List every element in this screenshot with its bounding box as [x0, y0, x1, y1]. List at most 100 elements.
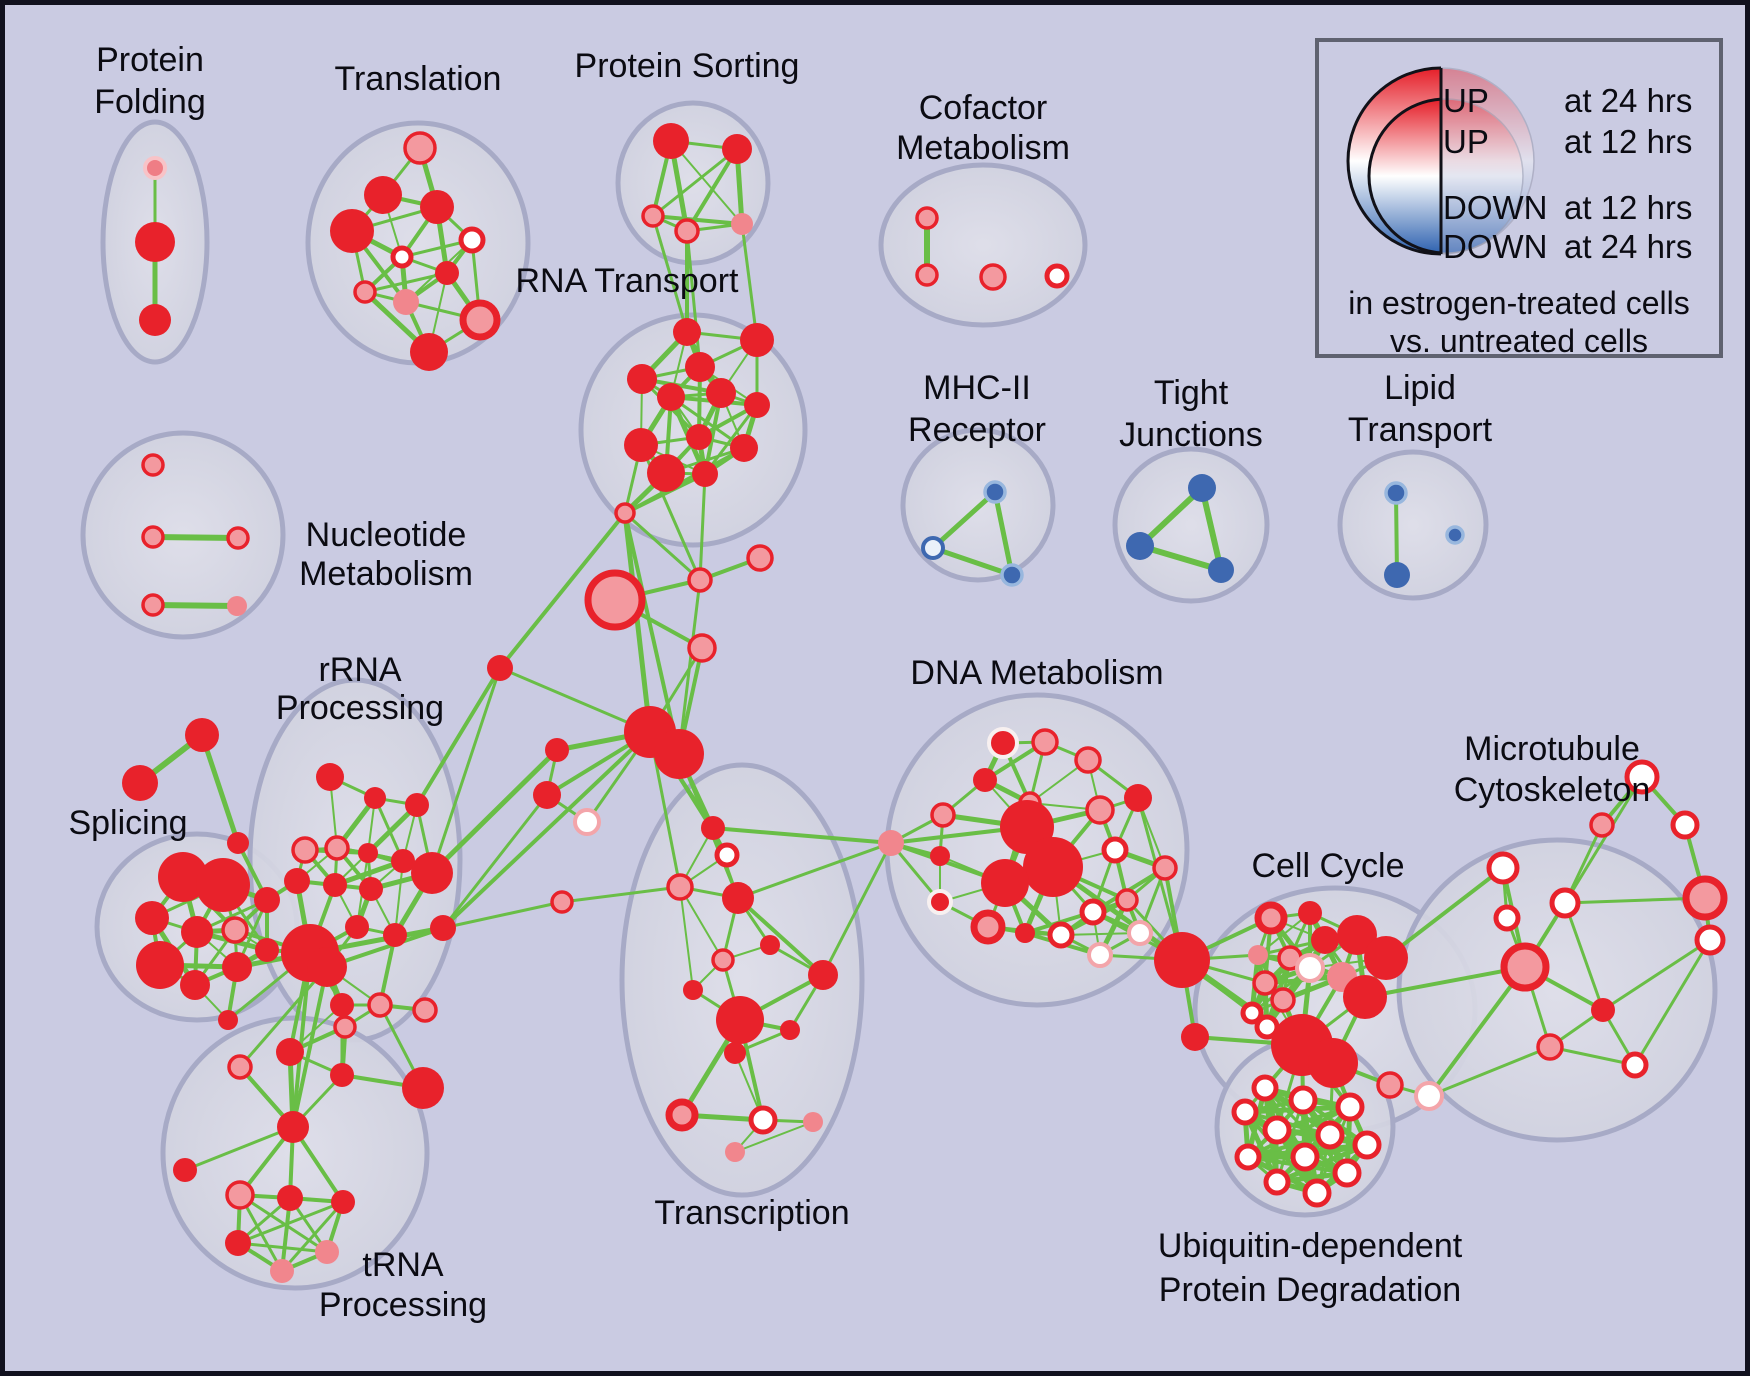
cluster-label-translation: Translation	[335, 60, 502, 98]
gene-node-dna-metabolism	[1085, 795, 1115, 825]
gene-node-ubiquitin-dependent-protein-degradation	[1263, 1168, 1291, 1196]
gene-node-rrna-processing	[291, 836, 319, 864]
gene-node-splicing	[255, 938, 279, 962]
edge-microtubule-cytoskeleton	[1563, 901, 1605, 1012]
edge-link	[711, 826, 893, 845]
edge-link	[1384, 866, 1505, 960]
edge-tight-junctions	[1137, 485, 1205, 549]
gene-node-transcription	[714, 842, 740, 868]
gene-node-rrna-processing	[345, 915, 369, 939]
gene-node-dna-metabolism	[1127, 920, 1153, 946]
gene-node-dna-metabolism	[973, 768, 997, 792]
gene-node-trna-processing	[331, 1190, 355, 1214]
cluster-label-microtubule-cytoskeleton: Cytoskeleton	[1454, 771, 1651, 809]
edge-mhc-ii-receptor	[930, 489, 998, 551]
edge-transcription	[736, 896, 825, 977]
gene-node-connector	[687, 633, 717, 663]
gene-node-ubiquitin-dependent-protein-degradation	[1262, 1115, 1292, 1145]
cluster-label-cofactor-metabolism: Cofactor	[919, 89, 1048, 127]
edge-link	[325, 926, 445, 969]
gene-node-rna-transport	[686, 424, 712, 450]
gene-node-cell-cycle	[1240, 1001, 1264, 1025]
edge-transcription	[734, 1121, 814, 1153]
gene-node-splicing	[218, 1010, 238, 1030]
gene-node-translation	[420, 190, 454, 224]
gene-node-tight-junctions	[1126, 532, 1154, 560]
gene-node-rna-transport	[740, 323, 774, 357]
edge-protein-sorting	[685, 147, 739, 233]
gene-node-connector	[185, 718, 219, 752]
gene-node-transcription	[725, 1142, 745, 1162]
gene-node-splicing	[254, 887, 280, 913]
cluster-label-protein-sorting: Protein Sorting	[575, 47, 800, 85]
gene-node-connector	[1154, 932, 1210, 988]
legend-row-up12-value: at 12 hrs	[1564, 123, 1693, 160]
gene-node-ubiquitin-dependent-protein-degradation	[1288, 1085, 1318, 1115]
gene-node-rna-transport	[685, 352, 715, 382]
edge-link	[623, 446, 746, 515]
gene-node-trna-processing	[270, 1259, 294, 1283]
gene-node-rna-transport	[627, 364, 657, 394]
gene-node-microtubule-cytoskeleton	[1591, 998, 1615, 1022]
cluster-label-nucleotide-metabolism: Nucleotide	[306, 516, 467, 554]
gene-node-translation	[435, 261, 459, 285]
edge-lipid-transport	[1394, 491, 1399, 577]
cluster-label-rna-transport: RNA Transport	[516, 262, 740, 300]
gene-node-rrna-processing	[330, 1063, 354, 1087]
edge-link	[429, 747, 560, 876]
gene-node-transcription	[666, 873, 694, 901]
gene-node-rrna-processing	[391, 849, 415, 873]
edge-link	[623, 511, 702, 582]
gene-node-connector	[614, 502, 636, 524]
gene-node-connector	[878, 830, 904, 856]
gene-node-lipid-transport	[1384, 481, 1408, 505]
legend-row-up12-key: UP	[1443, 123, 1489, 160]
gene-node-connector	[533, 781, 561, 809]
gene-node-cofactor-metabolism	[979, 263, 1007, 291]
gene-node-rrna-processing	[276, 1038, 304, 1066]
edge-microtubule-cytoskeleton	[1633, 938, 1712, 1067]
gene-node-protein-sorting	[674, 218, 700, 244]
edge-link	[651, 214, 689, 334]
cluster-ellipse-tight-junctions	[1112, 446, 1270, 604]
gene-node-translation	[353, 280, 377, 304]
gene-node-rrna-processing	[402, 1067, 444, 1109]
gene-node-connector	[584, 569, 646, 631]
cluster-label-rrna-processing: Processing	[276, 689, 444, 727]
edge-tight-junctions	[1199, 485, 1224, 573]
edge-link	[199, 732, 241, 846]
gene-node-dna-metabolism	[927, 889, 953, 915]
gene-node-transcription	[665, 1098, 699, 1132]
cluster-label-ubiquitin-dependent-protein-degradation: Protein Degradation	[1159, 1271, 1461, 1309]
gene-node-microtubule-cytoskeleton	[1486, 851, 1520, 885]
gene-node-translation	[330, 209, 374, 253]
gene-node-trna-processing	[227, 1054, 253, 1080]
gene-node-cell-cycle	[1337, 915, 1377, 955]
gene-node-trna-processing	[225, 1230, 251, 1256]
gene-node-cell-cycle	[1364, 936, 1408, 980]
gene-node-rrna-processing	[316, 763, 344, 791]
gene-node-mhc-ii-receptor	[1000, 563, 1024, 587]
edge-link	[498, 511, 627, 670]
gene-node-rrna-processing	[330, 993, 354, 1017]
gene-node-translation	[390, 245, 414, 269]
edge-link	[623, 511, 681, 756]
gene-node-rna-transport	[673, 318, 701, 346]
gene-node-cell-cycle	[1252, 970, 1278, 996]
gene-node-dna-metabolism	[1074, 746, 1102, 774]
gene-node-rna-transport	[730, 434, 758, 462]
gene-node-rna-transport	[744, 392, 770, 418]
gene-node-connector	[487, 655, 513, 681]
gene-node-microtubule-cytoskeleton	[1589, 812, 1615, 838]
gene-node-transcription	[716, 996, 764, 1044]
cluster-label-lipid-transport: Lipid	[1384, 369, 1456, 407]
gene-node-cell-cycle	[1298, 901, 1322, 925]
gene-node-lipid-transport	[1445, 525, 1465, 545]
edge-microtubule-cytoskeleton	[1563, 775, 1644, 905]
gene-node-rrna-processing	[411, 852, 453, 894]
edge-link	[441, 900, 564, 930]
gene-node-cell-cycle	[1311, 926, 1339, 954]
cluster-label-nucleotide-metabolism: Metabolism	[299, 555, 473, 593]
gene-node-dna-metabolism	[970, 909, 1006, 945]
gene-node-rna-transport	[657, 383, 685, 411]
